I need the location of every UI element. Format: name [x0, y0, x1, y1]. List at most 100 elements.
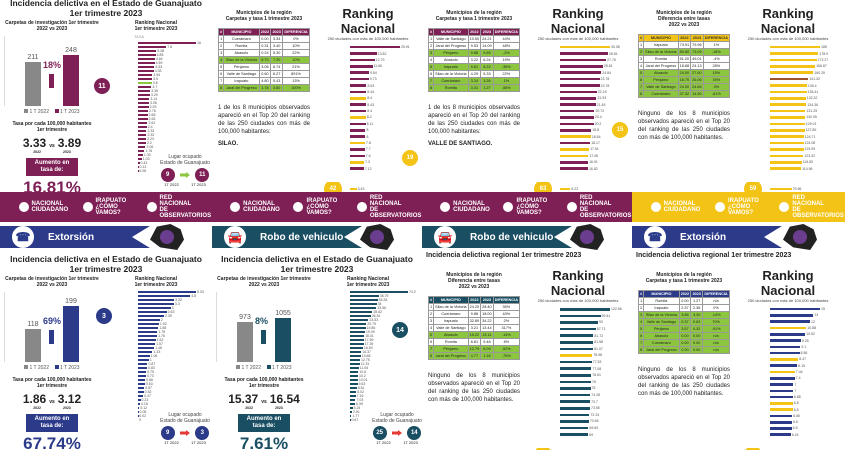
ranking-value: 10.52	[806, 332, 815, 337]
ranking-value: 21.93	[597, 96, 607, 101]
ranking-row: 3.3	[104, 302, 208, 306]
ranking-value: 13.68	[361, 354, 371, 358]
ranking-value: 0.12	[140, 406, 148, 410]
ranking-value: 9.73	[369, 77, 377, 82]
sponsor-logo: IRAPUATO ¿CÓMO VAMOS?	[714, 198, 762, 216]
lugar-state: Estado de Guanajuato	[160, 160, 210, 166]
tasa-label: Tasa por cada 100,000 habitantes	[12, 121, 92, 127]
ranking-bar	[138, 57, 155, 61]
table-cell: 79.96	[690, 41, 704, 49]
table-cell: 9.88	[467, 49, 482, 57]
ranking-bar	[350, 58, 375, 62]
ranking-value: 2.33	[147, 129, 155, 133]
ranking-row: 16	[104, 41, 208, 45]
column-header: DIFERENCIA	[492, 28, 521, 36]
rate-years: 2022 2023	[4, 406, 100, 410]
table-row: 6 Silao de la Victoria 4.29 5.33 22%	[427, 70, 521, 78]
table-cell: -75%	[492, 352, 521, 360]
sponsor-logo: RED NACIONAL DE OBSERVATORIOS	[146, 195, 211, 219]
legend-2023-label: 1 T 2023	[60, 365, 80, 371]
ranking-bar	[350, 128, 366, 132]
table-cell: 14.09	[480, 42, 494, 50]
regional-title: Incidencia delictiva regional 1er trimes…	[636, 252, 792, 259]
table-cell: 51.20	[677, 55, 692, 63]
ranking-value: 0.18	[140, 402, 148, 406]
ranking-bar	[350, 382, 358, 386]
city-label: 88	[736, 447, 770, 450]
ranking-value: 6.65	[793, 413, 800, 418]
ranking-row: 6.8	[736, 400, 840, 406]
ranking-bar	[770, 376, 795, 380]
ranking-value: 69	[589, 432, 594, 437]
ranking-bar	[350, 374, 358, 378]
irapuato-rank-badge: 63	[534, 181, 552, 192]
ranking-row: 0.73	[104, 374, 208, 378]
crime-banner: 🚘 Robo de vehiculo	[422, 222, 632, 250]
ranking-bar	[138, 294, 191, 298]
legend-swatch	[55, 109, 59, 113]
ranking-bar	[560, 321, 598, 324]
table-cell: Irapuato	[223, 77, 260, 85]
ranking-bar	[138, 290, 196, 294]
ranking-bar	[138, 145, 146, 149]
ranking-row: 10.01	[316, 378, 420, 382]
ranking-bar	[560, 65, 603, 68]
ranking-bar	[350, 310, 373, 314]
ranking-bars: 25.91 13.82 12.79 11.66 9.84 9.73 8.53 8.44 8.4 8…	[316, 44, 420, 192]
ranking-row: 10.2	[316, 374, 420, 378]
carpetas-bar-chart: 118 199 69%	[4, 292, 100, 362]
ranking-bar	[138, 49, 157, 53]
ranking-row: 0.63	[104, 382, 208, 386]
legend-swatch-gray	[24, 109, 29, 113]
ranking-value: 10.88	[807, 325, 817, 330]
rank-2023-badge: 3	[195, 426, 210, 440]
ranking-bar	[350, 370, 359, 374]
table-cell: 9.65	[480, 49, 494, 57]
table-cell: 3.86	[678, 311, 692, 319]
ranking-bar	[138, 322, 159, 326]
table-row: 8 Jaral del Progreso 4.77 1.18 -75%	[427, 352, 521, 360]
ranking-bar	[560, 340, 594, 344]
value-2022: 973	[239, 313, 251, 321]
rank-years: 1T 2022 1T 2023	[158, 440, 212, 445]
ranking-value: 2.51	[352, 410, 360, 414]
logo-mark-icon	[650, 202, 661, 212]
crime-banner: 🚘 Robo de vehiculo	[212, 222, 422, 250]
sponsor-logo: IRAPUATO ¿CÓMO VAMOS?	[82, 198, 130, 216]
ranking-row: 9.25	[736, 337, 840, 343]
rank-2022-badge: 25	[372, 426, 387, 440]
ranking-row: 9.63	[316, 382, 420, 386]
ranking-value: 2.93	[149, 105, 157, 109]
panel-8: Incidencia delictiva regional 1er trimes…	[632, 250, 845, 450]
table-cell: 3.31	[467, 84, 482, 92]
table-row: 6 Pénjamo 18.75 26.06 39%	[637, 76, 731, 84]
ranking-row: 93	[526, 319, 630, 326]
ranking-value: 6.22	[571, 186, 579, 191]
ranking-bar	[560, 373, 592, 377]
table-cell: 8.81	[467, 338, 482, 346]
ranking-row: 7.03	[316, 398, 420, 402]
ranking-bar	[138, 338, 156, 342]
ranking-value: 76	[592, 379, 596, 384]
chart-legend: 1 T 2022 1 T 2023	[216, 365, 312, 371]
table-cell: 6.24	[480, 56, 494, 64]
ranking-value: 14.37	[362, 350, 371, 354]
ranking-row: 20.79	[316, 322, 420, 326]
ranking-bar	[138, 378, 146, 382]
year-2023: 1T 2023	[191, 440, 206, 445]
table-cell: 73.91	[677, 41, 692, 49]
ranking-row: 25.81	[526, 63, 630, 69]
ranking-bar	[138, 97, 150, 101]
municipios-section: Municipios de la región Carpetas y tasa 1…	[637, 272, 730, 398]
ranking-bar	[770, 167, 802, 170]
column-header: 2023	[480, 296, 494, 304]
table-cell: 37.32	[677, 90, 692, 98]
ranking-row: 10.88	[736, 325, 840, 331]
ranking-row: 73.7	[526, 398, 630, 405]
ranking-value: 11.06	[359, 366, 369, 370]
ranking-bar	[560, 393, 591, 397]
ranking-value: 6.24	[791, 432, 799, 437]
ranking-value: 8.15	[798, 363, 805, 368]
ranking-value: 17.06	[589, 153, 599, 158]
legend-2022-label: 1 T 2022	[29, 109, 49, 115]
